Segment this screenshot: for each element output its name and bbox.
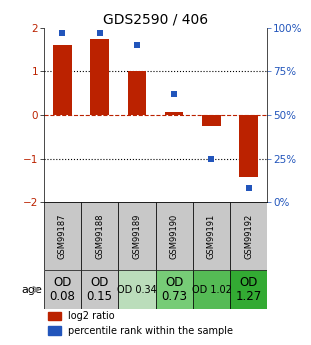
Bar	[193, 270, 230, 309]
Bar	[44, 270, 81, 309]
Text: GSM99190: GSM99190	[170, 214, 179, 259]
Text: GSM99188: GSM99188	[95, 214, 104, 259]
Text: OD 0.34: OD 0.34	[117, 285, 157, 295]
Text: OD 1.02: OD 1.02	[192, 285, 231, 295]
Bar	[48, 312, 62, 320]
Title: GDS2590 / 406: GDS2590 / 406	[103, 12, 208, 27]
Text: age: age	[21, 285, 42, 295]
Bar	[90, 39, 109, 115]
Text: GSM99187: GSM99187	[58, 214, 67, 259]
Text: OD
0.73: OD 0.73	[161, 276, 187, 303]
Bar	[53, 45, 72, 115]
Bar	[156, 270, 193, 309]
Text: GSM99189: GSM99189	[132, 214, 141, 259]
Bar	[165, 112, 183, 115]
Bar	[230, 270, 267, 309]
Text: OD
0.08: OD 0.08	[49, 276, 75, 303]
Text: GSM99191: GSM99191	[207, 214, 216, 259]
Text: GSM99192: GSM99192	[244, 214, 253, 259]
Bar	[239, 115, 258, 177]
Bar	[48, 326, 62, 335]
Text: percentile rank within the sample: percentile rank within the sample	[68, 326, 233, 336]
Bar	[202, 115, 221, 126]
Bar	[118, 270, 156, 309]
Bar	[44, 202, 81, 270]
Bar	[81, 202, 118, 270]
Text: OD
0.15: OD 0.15	[86, 276, 113, 303]
Text: log2 ratio: log2 ratio	[68, 311, 115, 321]
Text: OD
1.27: OD 1.27	[236, 276, 262, 303]
Bar	[118, 202, 156, 270]
Bar	[128, 71, 146, 115]
Bar	[81, 270, 118, 309]
Bar	[156, 202, 193, 270]
Bar	[193, 202, 230, 270]
Bar	[230, 202, 267, 270]
